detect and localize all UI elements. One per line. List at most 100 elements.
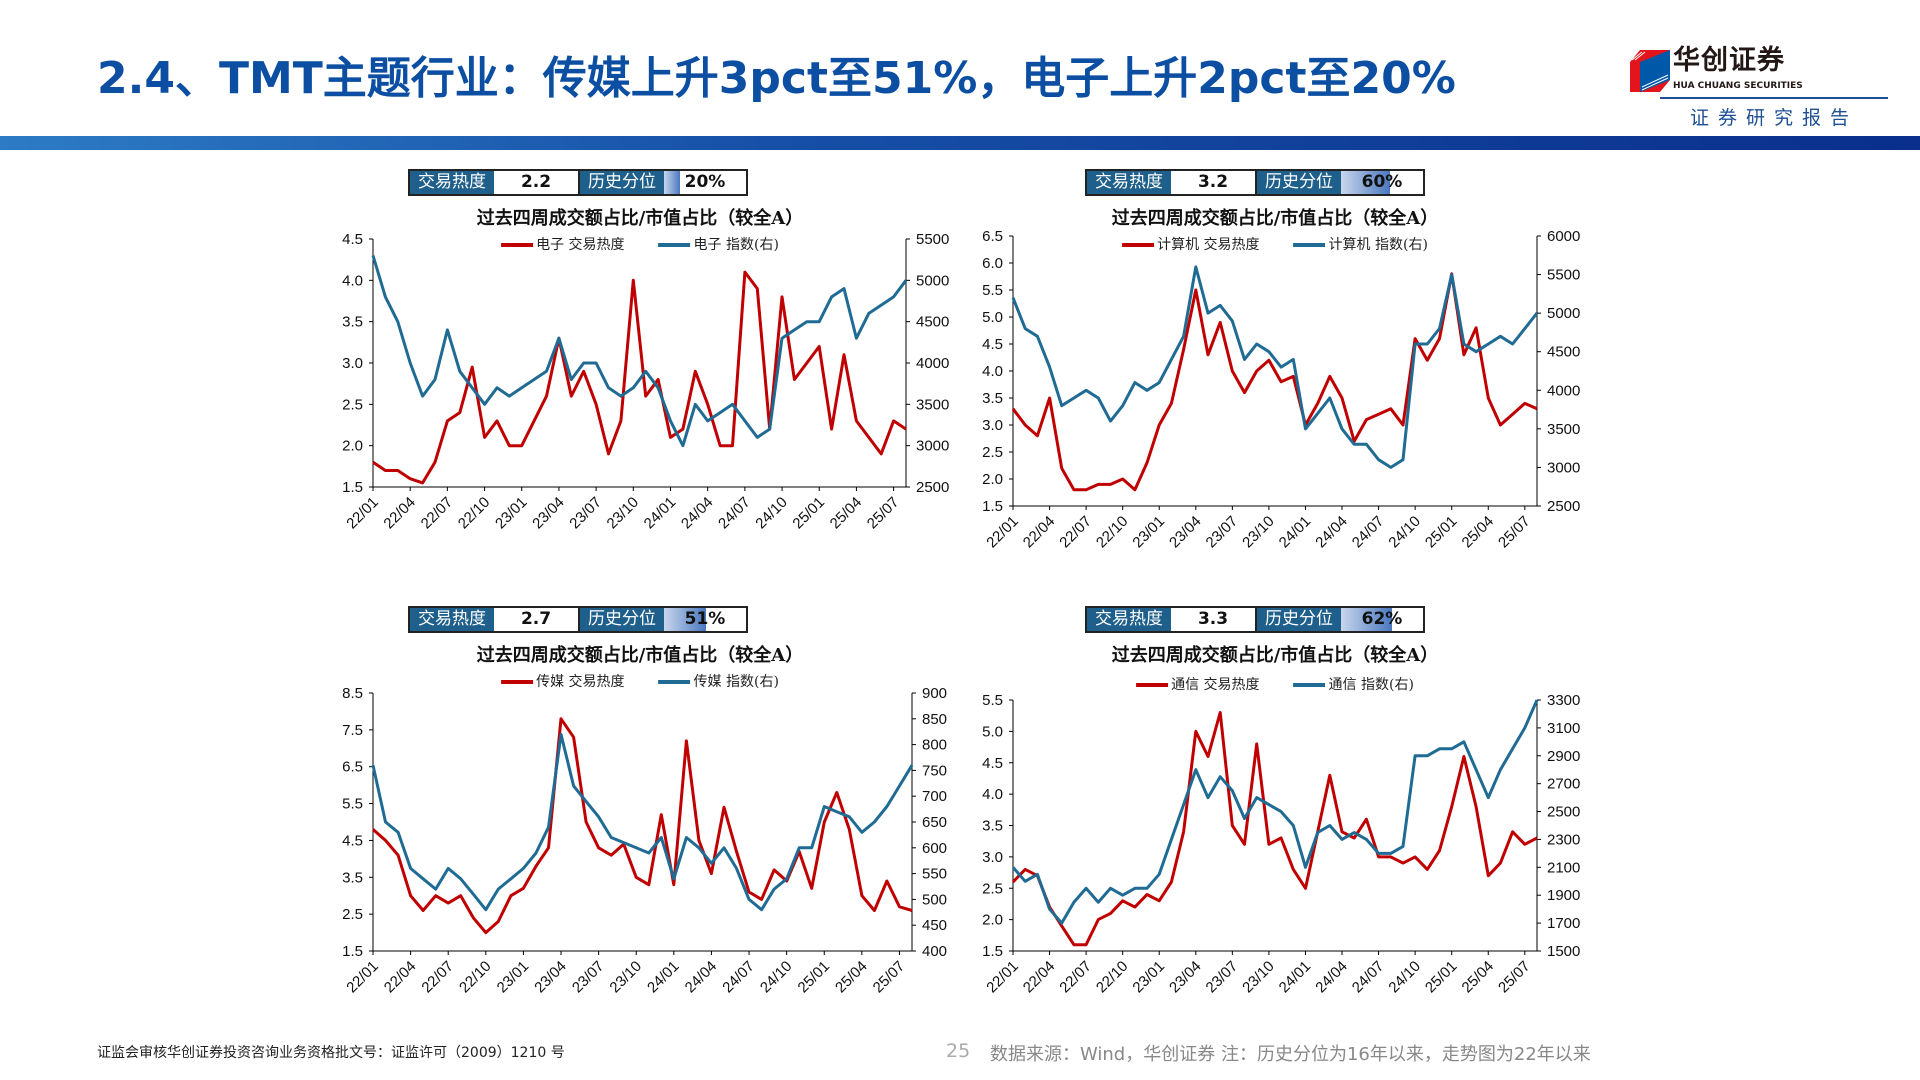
y2-tick-label: 850 [922,711,947,728]
series-line-index [371,255,908,448]
y-tick-label: 3.0 [982,849,1003,866]
chart-title: 过去四周成交额占比/市值占比（较全A） [476,208,804,229]
percentile-value: 60% [1361,172,1403,192]
x-tick-label: 24/07 [1349,958,1388,997]
y-tick-label: 1.5 [982,943,1003,960]
chart-1: 1.5 2.0 2.5 3.0 3.5 4.0 4.5 5.0 5.5 6.0 6.5 2500 300… [982,228,1580,551]
y2-tick-label: 4000 [1547,382,1580,399]
x-tick-label: 24/10 [757,958,796,997]
x-tick-label: 22/01 [343,494,382,533]
y-tick-label: 4.0 [342,272,363,289]
chart-0: 1.5 2.0 2.5 3.0 3.5 4.0 4.5 2500 3000 3500 4000 450… [342,231,949,532]
y2-tick-label: 6000 [1547,228,1580,245]
y-tick-label: 3.5 [982,390,1003,407]
x-tick-label: 22/07 [418,494,457,533]
legend-swatch [1136,683,1169,687]
y-tick-label: 4.5 [982,755,1003,772]
y2-tick-label: 500 [922,891,947,908]
y-tick-label: 6.5 [982,228,1003,245]
y2-tick-label: 400 [922,943,947,960]
chart-3: 1.5 2.0 2.5 3.0 3.5 4.0 4.5 5.0 5.5 1500 1700 1900 2… [982,692,1580,996]
footer-license: 证监会审核华创证券投资咨询业务资格批文号：证监许可（2009）1210 号 [97,1045,565,1061]
x-tick-label: 25/07 [1495,958,1534,997]
heat-value: 3.3 [1171,608,1257,631]
header-band [0,136,1920,150]
x-tick-label: 25/01 [795,958,834,997]
y-tick-label: 5.0 [982,309,1003,326]
heat-info-box: 交易热度 2.2 历史分位 20% [408,169,748,196]
x-tick-label: 22/01 [983,958,1022,997]
x-tick-label: 22/07 [1056,513,1095,552]
x-tick-label: 22/04 [1020,958,1059,997]
y-tick-label: 8.5 [342,685,363,702]
logo-text: 华创证券 [1673,45,1785,76]
y-tick-label: 5.5 [982,282,1003,299]
y-tick-label: 3.5 [982,818,1003,835]
x-tick-label: 22/04 [380,494,419,533]
y-tick-label: 5.5 [982,692,1003,709]
x-tick-label: 23/10 [604,494,643,533]
y-tick-label: 2.5 [982,880,1003,897]
y2-tick-label: 3500 [1547,421,1580,438]
y2-tick-label: 2900 [1547,748,1580,765]
chart-title: 过去四周成交额占比/市值占比（较全A） [1111,645,1439,666]
y2-tick-label: 5500 [1547,267,1580,284]
percentile-label: 历史分位 [1257,608,1341,631]
percentile-value: 62% [1361,609,1403,629]
report-type: 证券研究报告 [1690,107,1859,129]
chart-legend: 计算机 交易热度 计算机 指数(右) [1122,236,1428,254]
y-tick-label: 2.5 [982,444,1003,461]
heat-info-box: 交易热度 3.2 历史分位 60% [1085,169,1425,196]
legend-label: 通信 交易热度 [1171,677,1260,693]
x-tick-label: 22/01 [983,513,1022,552]
x-tick-label: 24/10 [1385,513,1424,552]
y2-tick-label: 5000 [1547,305,1580,322]
percentile-bar: 60% [1341,171,1423,194]
legend-item: 计算机 交易热度 [1122,236,1260,254]
x-tick-label: 22/04 [1020,513,1059,552]
y-tick-label: 4.5 [982,336,1003,353]
percentile-value: 51% [684,609,726,629]
x-tick-label: 23/04 [529,494,568,533]
x-tick-label: 25/04 [827,494,866,533]
y2-tick-label: 750 [922,762,947,779]
legend-swatch [658,680,691,684]
x-tick-label: 23/07 [569,958,608,997]
percentile-bar: 51% [664,608,746,631]
y2-tick-label: 650 [922,814,947,831]
x-tick-label: 23/07 [566,494,605,533]
y-tick-label: 5.5 [342,796,363,813]
series-line-heat [1011,711,1538,947]
heat-label: 交易热度 [410,171,494,194]
heat-info-box: 交易热度 3.3 历史分位 62% [1085,606,1425,633]
percentile-fill [1341,608,1392,631]
legend-item: 通信 交易热度 [1136,676,1260,694]
legend-swatch [1293,683,1326,687]
x-tick-label: 24/01 [644,958,683,997]
x-tick-label: 24/10 [1385,958,1424,997]
legend-swatch [501,680,534,684]
x-tick-label: 24/04 [682,958,721,997]
y-tick-label: 2.5 [342,906,363,923]
y-tick-label: 5.0 [982,723,1003,740]
y-tick-label: 2.0 [982,912,1003,929]
percentile-label: 历史分位 [1257,171,1341,194]
x-tick-label: 22/07 [418,958,457,997]
x-tick-label: 24/07 [719,958,758,997]
y2-tick-label: 5000 [916,272,949,289]
x-tick-label: 25/04 [1459,958,1498,997]
heat-value: 2.2 [494,171,580,194]
series-line-heat [372,270,907,485]
x-tick-label: 24/04 [1312,513,1351,552]
y2-tick-label: 3100 [1547,720,1580,737]
percentile-fill [664,171,681,194]
chart-title: 过去四周成交额占比/市值占比（较全A） [476,645,804,666]
y2-tick-label: 1900 [1547,887,1580,904]
y-tick-label: 2.5 [342,396,363,413]
y2-tick-label: 900 [922,685,947,702]
y-tick-label: 7.5 [342,722,363,739]
y2-tick-label: 2500 [1547,498,1580,515]
y-tick-label: 1.5 [982,498,1003,515]
logo-divider [1660,97,1888,99]
legend-label: 传媒 指数(右) [693,674,779,690]
